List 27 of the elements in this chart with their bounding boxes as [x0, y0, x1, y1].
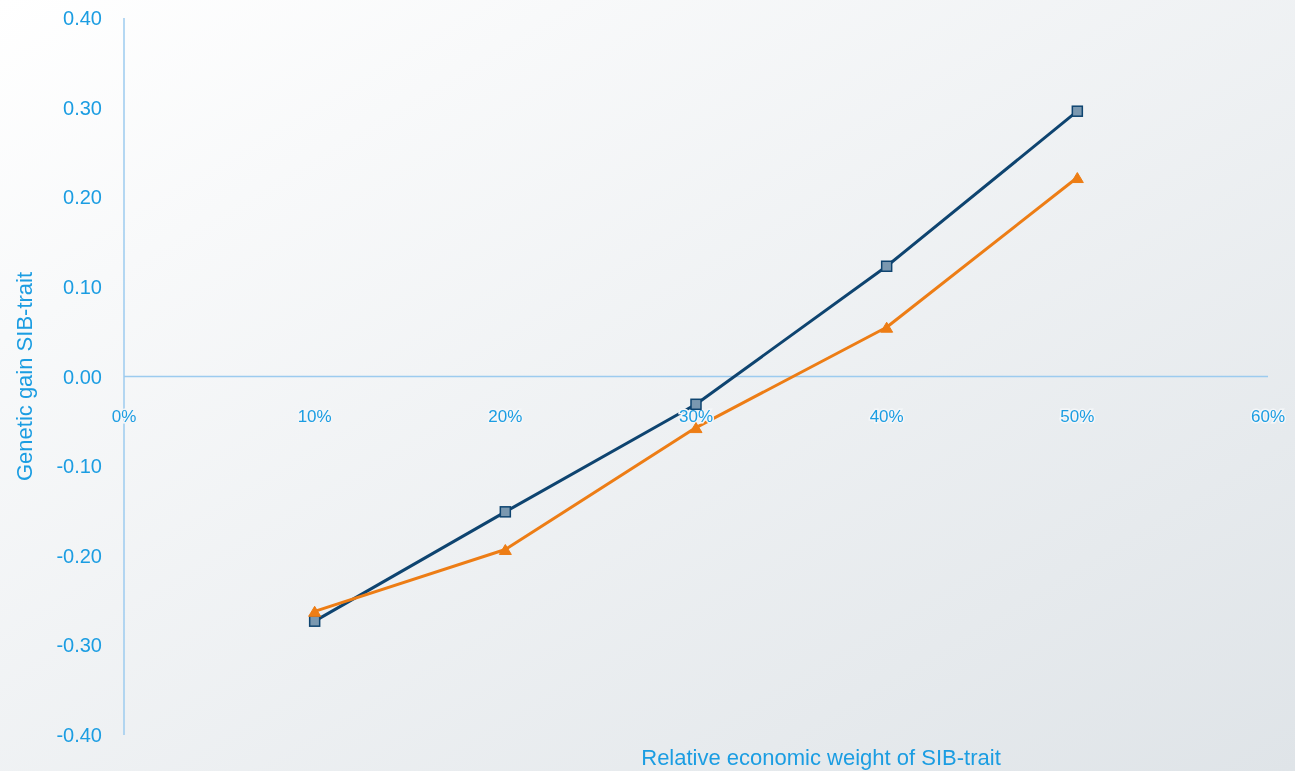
y-tick-label: -0.10 — [56, 455, 102, 478]
point — [499, 506, 512, 518]
point — [1071, 105, 1084, 117]
y-tick-label: 0.10 — [63, 275, 102, 298]
x-tick-label: 30% — [678, 406, 714, 426]
point — [880, 321, 894, 333]
x-tick-label: 0% — [111, 406, 137, 426]
y-tick-label: -0.20 — [56, 544, 102, 567]
point — [498, 543, 512, 555]
y-tick-label: -0.40 — [56, 724, 102, 746]
point — [308, 605, 322, 617]
y-tick-label: 0.40 — [63, 7, 102, 29]
y-tick-label: 0.00 — [63, 365, 102, 388]
x-tick-label: 50% — [1060, 406, 1095, 426]
point — [1070, 172, 1084, 184]
point — [690, 398, 702, 411]
y-tick-label: 0.30 — [63, 96, 102, 119]
x-axis-title: Relative economic weight of SIB-trait — [641, 745, 1001, 770]
x-tick-label: 10% — [297, 406, 332, 426]
point — [880, 260, 893, 273]
y-tick-label: 0.20 — [63, 186, 102, 209]
point — [689, 422, 703, 434]
y-tick-label: -0.30 — [56, 634, 102, 657]
y-axis-title: Genetic gain SIB-trait — [12, 271, 37, 482]
x-tick-label: 60% — [1250, 406, 1286, 426]
x-tick-label: 20% — [488, 406, 523, 426]
x-tick-label: 40% — [869, 406, 904, 426]
